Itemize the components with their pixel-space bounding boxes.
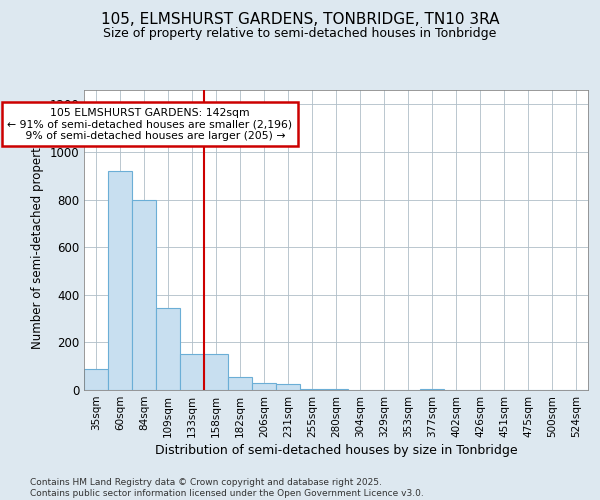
- Bar: [84, 368, 108, 390]
- Bar: [108, 171, 132, 390]
- Bar: [276, 384, 300, 390]
- Bar: [420, 389, 444, 390]
- Bar: [252, 383, 276, 390]
- Bar: [228, 377, 252, 390]
- Bar: [180, 354, 204, 390]
- Bar: [156, 308, 180, 390]
- Text: Contains HM Land Registry data © Crown copyright and database right 2025.
Contai: Contains HM Land Registry data © Crown c…: [30, 478, 424, 498]
- Bar: [132, 200, 156, 390]
- X-axis label: Distribution of semi-detached houses by size in Tonbridge: Distribution of semi-detached houses by …: [155, 444, 517, 457]
- Bar: [204, 354, 228, 390]
- Y-axis label: Number of semi-detached properties: Number of semi-detached properties: [31, 130, 44, 350]
- Text: 105 ELMSHURST GARDENS: 142sqm
← 91% of semi-detached houses are smaller (2,196)
: 105 ELMSHURST GARDENS: 142sqm ← 91% of s…: [7, 108, 293, 141]
- Text: 105, ELMSHURST GARDENS, TONBRIDGE, TN10 3RA: 105, ELMSHURST GARDENS, TONBRIDGE, TN10 …: [101, 12, 499, 28]
- Bar: [324, 389, 348, 390]
- Text: Size of property relative to semi-detached houses in Tonbridge: Size of property relative to semi-detach…: [103, 28, 497, 40]
- Bar: [300, 389, 324, 390]
